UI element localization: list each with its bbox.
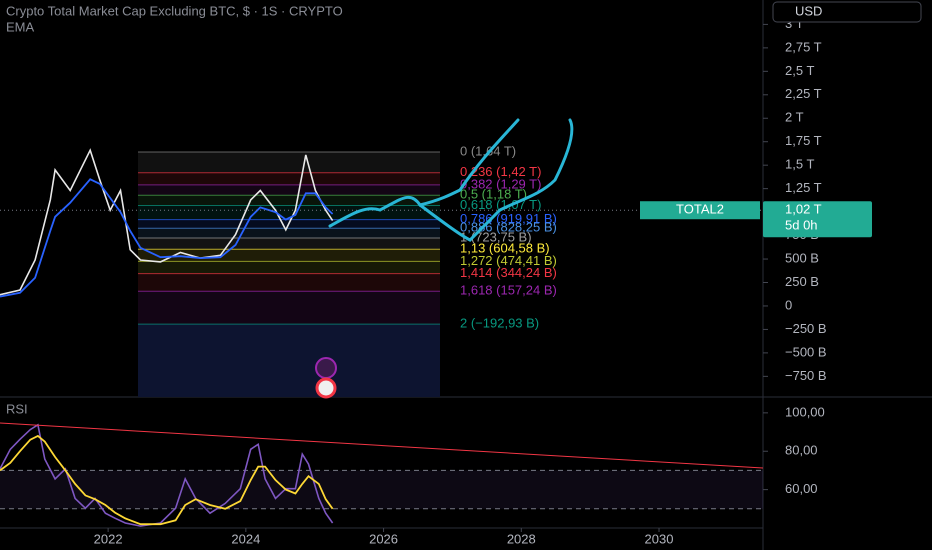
y-tick-label: 250 B (785, 274, 819, 289)
fib-label: 2 (−192,93 B) (460, 316, 539, 331)
price-tag (763, 201, 872, 238)
y-tick-label: 2 T (785, 110, 804, 125)
fib-extension-area (138, 324, 440, 397)
y-tick-label: 1,75 T (785, 133, 822, 148)
y-tick-label: −500 B (785, 344, 827, 359)
flag-icon[interactable] (315, 377, 337, 399)
x-tick-label: 2024 (231, 531, 260, 546)
indicator-label: EMA (6, 19, 35, 34)
fib-label: 1,13 (604,58 B) (460, 241, 550, 256)
series-tag-label: TOTAL2 (676, 202, 724, 217)
countdown-label: 5d 0h (785, 218, 818, 233)
series-tag (640, 201, 760, 220)
currency-label: USD (795, 3, 822, 18)
fib-label: 1,272 (474,41 B) (460, 253, 557, 268)
price-tag-label: 1,02 T (785, 202, 822, 217)
fib-band (138, 238, 440, 250)
y-tick-label: 1,25 T (785, 180, 822, 195)
y-tick-label: 2,25 T (785, 86, 822, 101)
rsi-band (0, 470, 763, 509)
y-tick-label: 500 B (785, 250, 819, 265)
series-line (0, 434, 334, 526)
fib-label: 0,236 (1,42 T) (460, 164, 541, 179)
rsi-title: RSI (6, 401, 28, 416)
y-tick-label: −750 B (785, 368, 827, 383)
fib-label: 0,886 (828,25 B) (460, 220, 557, 235)
fib-band (138, 152, 440, 173)
hand-drawing (328, 118, 574, 242)
fib-band (138, 172, 440, 185)
x-tick-label: 2022 (94, 531, 123, 546)
event-icon[interactable] (315, 357, 337, 379)
trend-line (0, 422, 764, 469)
fib-band (138, 291, 440, 325)
fib-band (138, 273, 440, 292)
y-tick-label: 0 (785, 297, 792, 312)
y-tick-label: 80,00 (785, 443, 818, 458)
chart-title: Crypto Total Market Cap Excluding BTC, $… (6, 3, 343, 18)
fib-band (138, 228, 440, 239)
y-tick-label: 1,5 T (785, 157, 814, 172)
fib-band (138, 184, 440, 196)
fib-label: 0,5 (1,18 T) (460, 187, 527, 202)
fib-label: 0,786 (919,91 B) (460, 211, 557, 226)
fib-label: 1,618 (157,24 B) (460, 283, 557, 298)
fib-band (138, 195, 440, 206)
y-tick-label: 60,00 (785, 481, 818, 496)
currency-button[interactable] (772, 1, 922, 23)
x-tick-label: 2026 (369, 531, 398, 546)
y-tick-label: 100,00 (785, 404, 825, 419)
fib-label: 1,414 (344,24 B) (460, 265, 557, 280)
series-line (0, 423, 334, 527)
y-tick-label: −250 B (785, 321, 827, 336)
series-line (0, 178, 334, 298)
fib-band (138, 249, 440, 262)
y-tick-label: 2,75 T (785, 39, 822, 54)
fib-band (138, 261, 440, 274)
x-tick-label: 2028 (507, 531, 536, 546)
x-tick-label: 2030 (645, 531, 674, 546)
fib-label: 0 (1,64 T) (460, 143, 516, 158)
fib-label: 0,382 (1,29 T) (460, 176, 541, 191)
y-tick-label: 2,5 T (785, 63, 814, 78)
